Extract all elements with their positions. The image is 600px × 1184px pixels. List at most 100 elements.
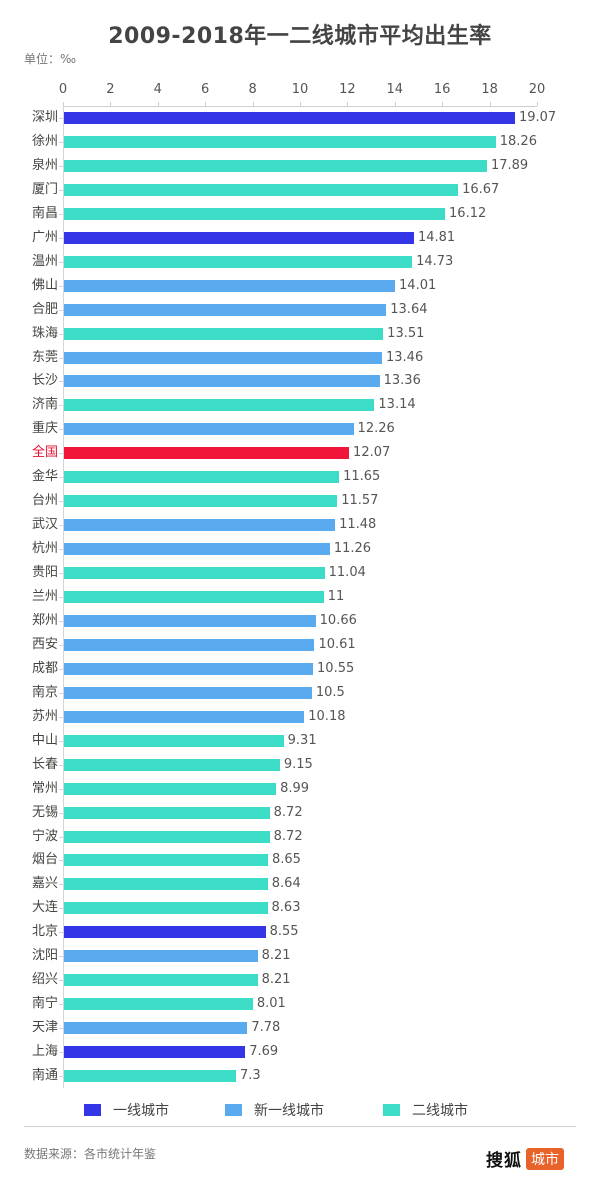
bar <box>64 159 487 172</box>
logo-badge: 城市 <box>526 1147 564 1170</box>
legend-swatch-new-tier1 <box>225 1104 242 1116</box>
y-tick-mark <box>59 1052 63 1054</box>
y-tick-mark <box>59 620 63 622</box>
bar-row: 厦门 16.67 <box>0 178 600 202</box>
value-label: 8.01 <box>256 996 286 1012</box>
value-label: 8.64 <box>271 876 301 892</box>
category-label: 嘉兴 <box>31 876 58 892</box>
bar <box>64 567 325 580</box>
category-label: 西安 <box>31 636 58 652</box>
y-tick-mark <box>59 213 63 215</box>
x-tick-label: 20 <box>528 82 546 97</box>
category-label: 徐州 <box>31 133 58 149</box>
bar-row: 长沙 13.36 <box>0 369 600 393</box>
bar-row: 全国 12.07 <box>0 441 600 465</box>
category-label: 全国 <box>31 445 58 461</box>
x-tick-label: 18 <box>481 82 498 97</box>
y-tick-mark <box>59 884 63 886</box>
bar <box>64 854 268 867</box>
bar-row: 南京 10.5 <box>0 681 600 705</box>
value-label: 10.18 <box>308 708 346 724</box>
y-tick-mark <box>59 549 63 551</box>
legend-item-tier1: 一线城市 <box>84 1100 169 1120</box>
y-axis-line <box>63 106 64 1088</box>
bar <box>64 447 350 460</box>
y-tick-mark <box>59 812 63 814</box>
legend-item-tier2: 二线城市 <box>383 1100 468 1120</box>
value-label: 19.07 <box>518 110 557 125</box>
bar-row: 深圳 19.07 <box>0 106 600 130</box>
value-label: 14.81 <box>417 229 456 245</box>
bar <box>64 471 340 484</box>
x-tick-label: 8 <box>248 82 257 97</box>
bar-row: 贵阳 11.04 <box>0 561 600 585</box>
category-label: 南京 <box>31 684 58 700</box>
value-label: 13.36 <box>383 373 421 389</box>
y-tick-mark <box>59 932 63 934</box>
category-label: 苏州 <box>31 708 58 724</box>
bar <box>64 375 380 388</box>
category-label: 东莞 <box>31 349 58 365</box>
bar-row: 东莞 13.46 <box>0 346 600 370</box>
category-label: 大连 <box>31 900 58 916</box>
bar <box>64 614 316 627</box>
y-tick-mark <box>59 908 63 910</box>
y-tick-mark <box>59 573 63 575</box>
bar <box>64 135 496 148</box>
bar <box>64 734 284 747</box>
y-tick-mark <box>59 333 63 335</box>
bar-row: 烟台 8.65 <box>0 848 600 872</box>
value-label: 18.26 <box>499 133 537 149</box>
x-tick-label: 14 <box>386 82 404 97</box>
bar <box>64 495 338 508</box>
legend-item-new-tier1: 新一线城市 <box>225 1100 324 1120</box>
x-tick-mark <box>442 102 444 106</box>
value-label: 8.72 <box>273 804 303 820</box>
y-tick-mark <box>59 118 63 119</box>
bar <box>64 638 315 651</box>
bar-row: 苏州 10.18 <box>0 705 600 729</box>
x-tick-mark <box>63 102 64 106</box>
legend: 一线城市 新一线城市 二线城市 <box>0 1100 600 1120</box>
category-label: 北京 <box>31 924 58 940</box>
x-tick-mark <box>394 102 396 106</box>
bar-row: 上海 7.69 <box>0 1040 600 1064</box>
legend-swatch-tier2 <box>383 1104 400 1116</box>
sohu-city-logo: 搜狐 城市 <box>486 1146 564 1171</box>
bar-row: 嘉兴 8.64 <box>0 872 600 896</box>
category-label: 金华 <box>31 469 58 485</box>
bar-row: 中山 9.31 <box>0 729 600 753</box>
bar <box>64 686 312 699</box>
bar <box>64 279 396 292</box>
bar <box>64 1070 236 1082</box>
bar-row: 济南 13.14 <box>0 393 600 417</box>
bar <box>64 591 324 603</box>
bar-row: 合肥 13.64 <box>0 298 600 322</box>
value-label: 14.01 <box>399 277 437 293</box>
category-label: 兰州 <box>31 589 58 604</box>
y-tick-mark <box>59 836 63 838</box>
x-tick-label: 16 <box>433 82 451 97</box>
value-label: 7.3 <box>240 1068 261 1083</box>
value-label: 11 <box>327 589 345 604</box>
category-label: 成都 <box>31 660 58 676</box>
value-label: 10.55 <box>317 660 355 676</box>
category-label: 无锡 <box>31 804 58 820</box>
x-tick-mark <box>205 102 207 106</box>
bar <box>64 902 268 915</box>
category-label: 上海 <box>31 1044 58 1060</box>
category-label: 佛山 <box>31 277 58 293</box>
value-label: 8.21 <box>261 972 291 988</box>
bar-row: 南通 7.3 <box>0 1064 600 1088</box>
y-tick-mark <box>59 189 63 191</box>
y-tick-mark <box>59 644 63 646</box>
bar-row: 天津 7.78 <box>0 1016 600 1040</box>
value-label: 9.31 <box>287 732 317 748</box>
y-tick-mark <box>59 141 63 143</box>
value-label: 13.14 <box>378 397 416 413</box>
category-label: 合肥 <box>31 301 58 317</box>
value-label: 13.46 <box>386 349 424 365</box>
bar <box>64 543 330 556</box>
bar-row: 绍兴 8.21 <box>0 968 600 992</box>
bar-row: 常州 8.99 <box>0 777 600 801</box>
